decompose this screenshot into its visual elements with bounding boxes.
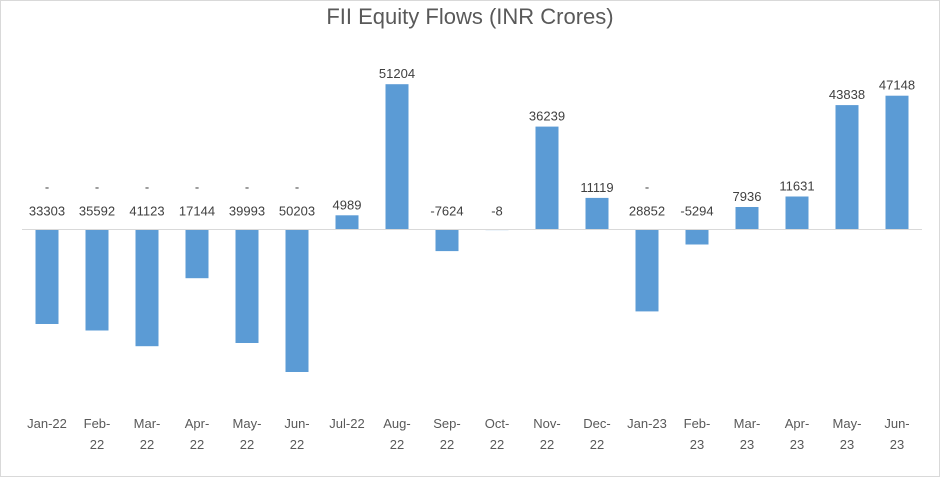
data-label-sign-5: - (295, 180, 299, 195)
x-tick-label-10-line0: Nov- (533, 416, 560, 431)
x-tick-label-5-line1: 22 (290, 437, 304, 452)
bar-5 (285, 229, 309, 372)
data-label-17: 47148 (879, 78, 915, 93)
bar-0 (35, 229, 59, 324)
x-tick-label-5-line0: Jun- (284, 416, 309, 431)
data-label-10: 36239 (529, 109, 565, 124)
x-tick-label-8-line0: Sep- (433, 416, 460, 431)
x-tick-label-14-line0: Mar- (734, 416, 761, 431)
data-label-6: 4989 (333, 197, 362, 212)
x-tick-label-16-line1: 23 (840, 437, 854, 452)
x-tick-label-11-line0: Dec- (583, 416, 610, 431)
x-tick-label-15-line1: 23 (790, 437, 804, 452)
bar-13 (685, 229, 709, 245)
data-label-14: 7936 (733, 189, 762, 204)
bar-16 (835, 105, 859, 230)
data-label-sign-2: - (145, 180, 149, 195)
data-label-4: 39993 (229, 204, 265, 219)
data-label-3: 17144 (179, 204, 215, 219)
x-tick-label-8-line1: 22 (440, 437, 454, 452)
x-tick-label-1-line1: 22 (90, 437, 104, 452)
x-tick-label-1-line0: Feb- (84, 416, 111, 431)
x-tick-label-7-line0: Aug- (383, 416, 410, 431)
x-tick-label-2-line1: 22 (140, 437, 154, 452)
data-label-11: 11119 (580, 180, 613, 195)
bar-8 (435, 229, 459, 252)
x-tick-label-13-line0: Feb- (684, 416, 711, 431)
data-label-13: -5294 (680, 204, 713, 219)
data-label-7: 51204 (379, 66, 415, 81)
x-tick-label-17-line0: Jun- (884, 416, 909, 431)
x-tick-label-2-line0: Mar- (134, 416, 161, 431)
data-label-sign-12: - (645, 180, 649, 195)
bar-10 (535, 126, 559, 230)
data-label-16: 43838 (829, 87, 865, 102)
x-tick-label-4-line0: May- (233, 416, 262, 431)
x-tick-label-16-line0: May- (833, 416, 862, 431)
bar-2 (135, 229, 159, 347)
x-tick-label-4-line1: 22 (240, 437, 254, 452)
x-tick-label-13-line1: 23 (690, 437, 704, 452)
data-label-8: -7624 (430, 204, 463, 219)
x-tick-label-6: Jul-22 (329, 416, 364, 431)
bar-11 (585, 197, 609, 230)
x-tick-label-3-line1: 22 (190, 437, 204, 452)
x-tick-label-9-line0: Oct- (485, 416, 510, 431)
data-label-12: 28852 (629, 204, 665, 219)
chart-title: FII Equity Flows (INR Crores) (326, 4, 614, 29)
x-tick-label-12: Jan-23 (627, 416, 667, 431)
bar-15 (785, 196, 809, 230)
bar-4 (235, 229, 259, 343)
data-labels-group: 33303 - 35592 - 41123 - 17144 - 39993 - 50203 - 4989… (29, 66, 915, 218)
x-tick-label-10-line1: 22 (540, 437, 554, 452)
data-label-sign-1: - (95, 180, 99, 195)
data-label-2: 41123 (129, 204, 164, 219)
x-tick-label-15-line0: Apr- (785, 416, 810, 431)
data-label-sign-4: - (245, 180, 249, 195)
bar-14 (735, 207, 759, 230)
data-label-5: 50203 (279, 204, 315, 219)
x-tick-label-9-line1: 22 (490, 437, 504, 452)
bar-3 (185, 229, 209, 279)
x-tick-label-17-line1: 23 (890, 437, 904, 452)
x-tick-label-14-line1: 23 (740, 437, 754, 452)
x-tick-label-11-line1: 22 (590, 437, 604, 452)
x-tick-label-0: Jan-22 (27, 416, 67, 431)
data-label-1: 35592 (79, 204, 115, 219)
data-label-sign-0: - (45, 180, 49, 195)
data-label-15: 11631 (779, 179, 814, 194)
x-tick-label-3-line0: Apr- (185, 416, 210, 431)
bar-7 (385, 84, 409, 230)
data-label-9: -8 (491, 204, 503, 219)
data-label-sign-3: - (195, 180, 199, 195)
x-tick-labels-group: Jan-22 Feb- 22 Mar- 22 Apr- 22 May- 22 Jun- 22 Jul-… (27, 416, 910, 452)
bar-6 (335, 215, 359, 230)
x-tick-label-7-line1: 22 (390, 437, 404, 452)
bars-group (35, 84, 909, 372)
bar-17 (885, 95, 909, 230)
bar-12 (635, 229, 659, 312)
data-label-0: 33303 (29, 204, 65, 219)
bar-1 (85, 229, 109, 331)
